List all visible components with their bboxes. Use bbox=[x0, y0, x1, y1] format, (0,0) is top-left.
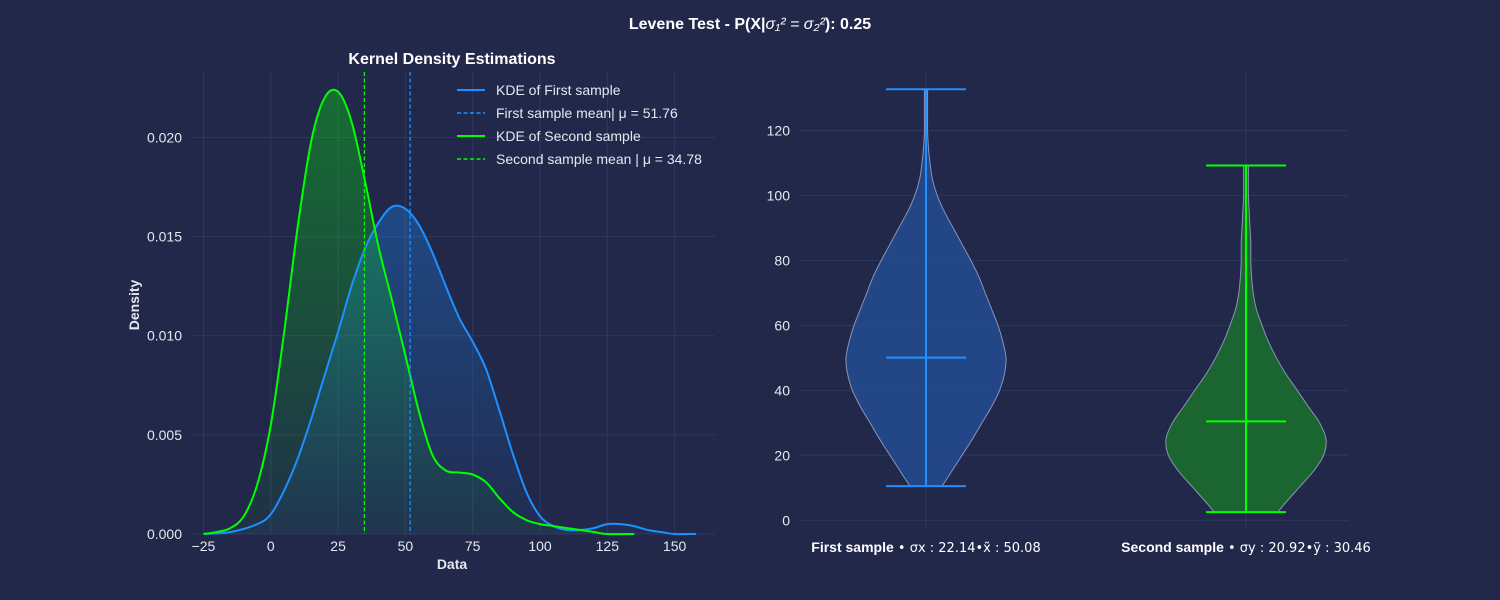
violin-y-tick-labels: 0 20 40 60 80 100 120 bbox=[767, 122, 791, 528]
kde-x-tick-label: 75 bbox=[465, 538, 481, 554]
kde-y-tick-labels: 0.000 0.005 0.010 0.015 0.020 bbox=[147, 129, 182, 542]
violin-y-tick-label: 100 bbox=[767, 187, 791, 203]
kde-legend-label: KDE of First sample bbox=[496, 82, 621, 98]
violin-y-tick-label: 60 bbox=[774, 317, 790, 333]
violin-y-tick-label: 80 bbox=[774, 252, 790, 268]
kde-y-axis-label: Density bbox=[126, 280, 142, 331]
violin-category-label-1: First sample • σx : 22.14•x̃ : 50.08 bbox=[811, 539, 1040, 556]
kde-legend: KDE of First sample First sample mean| μ … bbox=[457, 82, 702, 167]
violin-y-tick-label: 0 bbox=[782, 512, 790, 528]
violin-panel: 0 20 40 60 80 100 120 First sample • σx : 22.1… bbox=[767, 72, 1371, 556]
violin-category-labels: First sample • σx : 22.14•x̃ : 50.08 Seco… bbox=[811, 539, 1371, 556]
kde-legend-label: KDE of Second sample bbox=[496, 128, 641, 144]
kde-x-tick-label: 50 bbox=[398, 538, 414, 554]
kde-line-series-1 bbox=[203, 204, 697, 536]
kde-fill-series-2 bbox=[203, 89, 635, 535]
violin-label-name: Second sample bbox=[1121, 539, 1224, 555]
kde-fills bbox=[203, 89, 697, 535]
kde-x-tick-labels: −25 0 25 50 75 100 125 150 bbox=[192, 538, 687, 554]
violin-label-name: First sample bbox=[811, 539, 894, 555]
kde-y-tick-label: 0.020 bbox=[147, 129, 182, 145]
kde-title: Kernel Density Estimations bbox=[348, 51, 555, 68]
kde-line-series-2 bbox=[203, 88, 635, 536]
kde-legend-label: Second sample mean | μ = 34.78 bbox=[496, 151, 702, 167]
figure-title: Levene Test - P(X|σ₁² = σ₂²): 0.25 bbox=[629, 16, 871, 33]
kde-y-tick-label: 0.010 bbox=[147, 328, 182, 344]
figure-title-suffix: ): 0.25 bbox=[825, 16, 871, 33]
violin-y-tick-label: 40 bbox=[774, 382, 790, 398]
kde-x-tick-label: 25 bbox=[330, 538, 346, 554]
kde-x-tick-label: 125 bbox=[596, 538, 620, 554]
kde-y-tick-label: 0.000 bbox=[147, 526, 182, 542]
kde-legend-label: First sample mean| μ = 51.76 bbox=[496, 105, 678, 121]
violin-label-stats: • σx : 22.14•x̃ : 50.08 bbox=[894, 541, 1041, 556]
violin-label-stats: • σy : 20.92•ỹ : 30.46 bbox=[1224, 541, 1371, 556]
kde-x-tick-label: −25 bbox=[192, 538, 216, 554]
kde-x-tick-label: 100 bbox=[528, 538, 552, 554]
kde-y-tick-label: 0.005 bbox=[147, 427, 182, 443]
figure-title-math: σ₁² = σ₂² bbox=[766, 16, 826, 33]
violin-category-label-2: Second sample • σy : 20.92•ỹ : 30.46 bbox=[1121, 539, 1371, 556]
violin-y-tick-label: 120 bbox=[767, 122, 791, 138]
violin-y-tick-label: 20 bbox=[774, 447, 790, 463]
kde-panel: −25 0 25 50 75 100 125 150 0.000 0.005 0.010 0.015… bbox=[126, 51, 715, 572]
kde-x-tick-label: 0 bbox=[267, 538, 275, 554]
kde-x-tick-label: 150 bbox=[663, 538, 687, 554]
figure-title-prefix: Levene Test - P(X| bbox=[629, 16, 766, 33]
violin-stat-lines bbox=[886, 88, 1286, 514]
kde-mean-lines bbox=[363, 72, 411, 534]
kde-lines bbox=[203, 88, 697, 536]
kde-x-axis-label: Data bbox=[437, 556, 468, 572]
kde-y-tick-label: 0.015 bbox=[147, 229, 182, 245]
